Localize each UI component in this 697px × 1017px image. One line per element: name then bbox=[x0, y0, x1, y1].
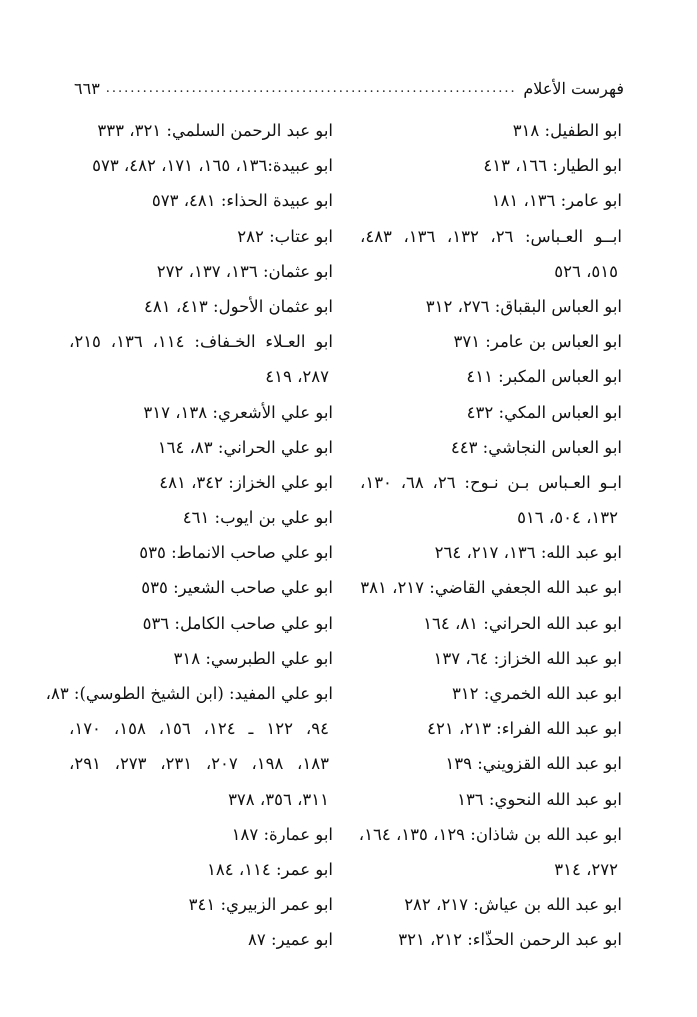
entry-line: ابو العباس المكي: ٤٣٢ bbox=[466, 402, 622, 422]
entry-line: ابو عبد الله بن شاذان: ١٢٩، ١٣٥، ١٦٤، bbox=[358, 824, 622, 844]
entry-continuation-line: ٩٤، ١٢٢ ـ ١٢٤، ١٥٦، ١٥٨، ١٧٠، bbox=[69, 719, 329, 739]
index-entry: ابو العباس النجاشي: ٤٤٣ bbox=[360, 430, 622, 465]
entry-line: ابـو العـباس بـن نـوح: ٢٦، ٦٨، ١٣٠، bbox=[360, 472, 622, 492]
entry-line: ابو عبد الله الحراني: ٨١، ١٦٤ bbox=[423, 613, 622, 633]
index-entry: ابـو العـباس بـن نـوح: ٢٦، ٦٨، ١٣٠، ١٣٢، … bbox=[360, 465, 622, 535]
entry-line: ابو عبد الرحمن السلمي: ٣٢١، ٣٣٣ bbox=[97, 121, 333, 140]
entry-line: ابــو العـباس: ٢٦، ١٣٢، ١٣٦، ٤٨٣، bbox=[360, 226, 622, 246]
entry-line: ابو العباس المكبر: ٤١١ bbox=[466, 367, 622, 387]
entry-line: ابو عبد الله: ١٣٦، ٢١٧، ٢٦٤ bbox=[434, 543, 622, 563]
entry-line: ابو علي الأشعري: ١٣٨، ٣١٧ bbox=[143, 402, 333, 422]
index-entry: ابو العباس المكبر: ٤١١ bbox=[360, 359, 622, 394]
entry-line: ابو علي بن ايوب: ٤٦١ bbox=[182, 508, 333, 528]
entry-line: ابو عبد الله النحوي: ١٣٦ bbox=[457, 789, 622, 809]
entry-line: ابو عثمان الأحول: ٤١٣، ٤٨١ bbox=[144, 296, 333, 316]
index-entry: ابو الطفيل: ٣١٨ bbox=[360, 113, 622, 148]
entry-line: ابو عبد الله الخزاز: ٦٤، ١٣٧ bbox=[433, 648, 622, 668]
entry-line: ابو عبد الله الخمري: ٣١٢ bbox=[451, 684, 622, 703]
index-entry: ابو عثمان: ١٣٦، ١٣٧، ٢٧٢ bbox=[69, 254, 333, 289]
index-entry: ابو عبد الله الفراء: ٢١٣، ٤٢١ bbox=[360, 711, 622, 746]
entry-line: ابو عمر الزبيري: ٣٤١ bbox=[188, 895, 333, 915]
header-title: فهرست الأعلام bbox=[523, 78, 624, 98]
index-entry: ابو العباس بن عامر: ٣٧١ bbox=[360, 324, 622, 359]
entry-line: ابو علي الخزاز: ٣٤٢، ٤٨١ bbox=[159, 472, 333, 492]
entry-line: ابو عبد الله الجعفي القاضي: ٢١٧، ٣٨١ bbox=[360, 578, 622, 598]
index-entry: ابو عبد الله الخزاز: ٦٤، ١٣٧ bbox=[360, 641, 622, 676]
running-header: فهرست الأعلام ٦٦٣ bbox=[74, 74, 624, 102]
index-entry: ابو عبد الرحمن السلمي: ٣٢١، ٣٣٣ bbox=[69, 113, 333, 148]
index-entry: ابو العباس البقباق: ٢٧٦، ٣١٢ bbox=[360, 289, 622, 324]
entry-line: ابو علي الحراني: ٨٣، ١٦٤ bbox=[157, 437, 333, 457]
index-entry: ابو علي صاحب الانماط: ٥٣٥ bbox=[69, 535, 333, 570]
entry-line: ابو علي صاحب الكامل: ٥٣٦ bbox=[142, 613, 333, 633]
index-entry: ابو علي الأشعري: ١٣٨، ٣١٧ bbox=[69, 395, 333, 430]
entry-continuation-line: ٣١١، ٣٥٦، ٣٧٨ bbox=[228, 789, 329, 809]
index-entry: ابو عمر: ١١٤، ١٨٤ bbox=[69, 852, 333, 887]
index-entry: ابو عثمان الأحول: ٤١٣، ٤٨١ bbox=[69, 289, 333, 324]
index-column-left: ابو عبد الرحمن السلمي: ٣٢١، ٣٣٣ ابو عبيدة… bbox=[45, 113, 333, 958]
entry-line: ابو عبد الرحمن الحذّاء: ٢١٢، ٣٢١ bbox=[398, 930, 622, 950]
entry-continuation-line: ٥١٥، ٥٢٦ bbox=[554, 261, 618, 281]
entry-line: ابو العباس النجاشي: ٤٤٣ bbox=[450, 437, 622, 457]
entry-line: ابو العباس البقباق: ٢٧٦، ٣١٢ bbox=[425, 296, 622, 316]
index-entry: ابو علي الحراني: ٨٣، ١٦٤ bbox=[69, 430, 333, 465]
entry-line: ابو الطيار: ١٦٦، ٤١٣ bbox=[483, 156, 622, 176]
entry-line: ابو عمارة: ١٨٧ bbox=[231, 824, 333, 844]
index-entry: ابو عبد الرحمن الحذّاء: ٢١٢، ٣٢١ bbox=[360, 922, 622, 957]
entry-line: ابو عبيدة الحذاء: ٤٨١، ٥٧٣ bbox=[151, 191, 333, 211]
index-entry: ابو علي بن ايوب: ٤٦١ bbox=[69, 500, 333, 535]
index-entry: ابو عبد الله القزويني: ١٣٩ bbox=[360, 746, 622, 781]
index-entry: ابو العـلاء الخـفاف: ١١٤، ١٣٦، ٢١٥، ٢٨٧، … bbox=[69, 324, 333, 394]
index-entry: ابو العباس المكي: ٤٣٢ bbox=[360, 395, 622, 430]
index-entry: ابو علي صاحب الكامل: ٥٣٦ bbox=[69, 606, 333, 641]
index-entry: ابو عبيدة:١٣٦، ١٦٥، ١٧١، ٤٨٢، ٥٧٣ bbox=[69, 148, 333, 183]
index-entry: ابو عمير: ٨٧ bbox=[69, 922, 333, 957]
index-entry: ابو علي الخزاز: ٣٤٢، ٤٨١ bbox=[69, 465, 333, 500]
entry-line: ابو عبد الله بن عياش: ٢١٧، ٢٨٢ bbox=[404, 895, 622, 915]
entry-line: ابو عثمان: ١٣٦، ١٣٧، ٢٧٢ bbox=[156, 261, 333, 281]
index-entry: ابو عبد الله النحوي: ١٣٦ bbox=[360, 782, 622, 817]
index-entry: ابو عبد الله: ١٣٦، ٢١٧، ٢٦٤ bbox=[360, 535, 622, 570]
index-entry: ابو عبد الله الحراني: ٨١، ١٦٤ bbox=[360, 606, 622, 641]
index-entry: ابو عبد الله بن شاذان: ١٢٩، ١٣٥، ١٦٤، ٢٧٢… bbox=[358, 817, 622, 887]
index-entry: ابو علي الطبرسي: ٣١٨ bbox=[69, 641, 333, 676]
entry-line: ابو علي الطبرسي: ٣١٨ bbox=[173, 648, 333, 668]
entry-line: ابو عبد الله الفراء: ٢١٣، ٤٢١ bbox=[427, 719, 622, 739]
entry-line: ابو علي صاحب الشعير: ٥٣٥ bbox=[141, 578, 333, 598]
entry-line: ابو علي المفيد: (ابن الشيخ الطوسي): ٨٣، bbox=[45, 684, 333, 703]
entry-line: ابو الطفيل: ٣١٨ bbox=[512, 121, 622, 140]
index-entry: ابو الطيار: ١٦٦، ٤١٣ bbox=[360, 148, 622, 183]
index-entry: ابو عمارة: ١٨٧ bbox=[69, 817, 333, 852]
page-number: ٦٦٣ bbox=[74, 78, 100, 98]
entry-continuation-line: ٢٧٢، ٣١٤ bbox=[554, 859, 618, 879]
entry-line: ابو عامر: ١٣٦، ١٨١ bbox=[491, 191, 622, 211]
index-entry: ابو عبد الله الجعفي القاضي: ٢١٧، ٣٨١ bbox=[360, 570, 622, 605]
entry-line: ابو عبد الله القزويني: ١٣٩ bbox=[445, 754, 622, 774]
dot-leader bbox=[106, 81, 518, 96]
index-entry: ابو عبيدة الحذاء: ٤٨١، ٥٧٣ bbox=[69, 183, 333, 218]
index-entry: ابو عتاب: ٢٨٢ bbox=[69, 219, 333, 254]
entry-continuation-line: ٢٨٧، ٤١٩ bbox=[265, 367, 329, 387]
index-entry: ابو عبد الله بن عياش: ٢١٧، ٢٨٢ bbox=[360, 887, 622, 922]
entry-line: ابو عمير: ٨٧ bbox=[248, 930, 333, 950]
entry-line: ابو عبيدة:١٣٦، ١٦٥، ١٧١، ٤٨٢، ٥٧٣ bbox=[92, 156, 333, 176]
index-entry: ابو عمر الزبيري: ٣٤١ bbox=[69, 887, 333, 922]
entry-line: ابو العـلاء الخـفاف: ١١٤، ١٣٦، ٢١٥، bbox=[69, 332, 333, 352]
entry-line: ابو عتاب: ٢٨٢ bbox=[237, 226, 333, 246]
index-entry: ابو عامر: ١٣٦، ١٨١ bbox=[360, 183, 622, 218]
index-entry: ابو علي المفيد: (ابن الشيخ الطوسي): ٨٣، ٩… bbox=[45, 676, 333, 817]
index-entry: ابو عبد الله الخمري: ٣١٢ bbox=[360, 676, 622, 711]
entry-line: ابو علي صاحب الانماط: ٥٣٥ bbox=[139, 543, 333, 563]
index-entry: ابــو العـباس: ٢٦، ١٣٢، ١٣٦، ٤٨٣، ٥١٥، ٥٢… bbox=[360, 219, 622, 289]
entry-line: ابو العباس بن عامر: ٣٧١ bbox=[453, 332, 622, 352]
entry-continuation-line: ١٣٢، ٥٠٤، ٥١٦ bbox=[517, 508, 618, 528]
entry-line: ابو عمر: ١١٤، ١٨٤ bbox=[206, 859, 333, 879]
entry-continuation-line: ١٨٣، ١٩٨، ٢٠٧، ٢٣١، ٢٧٣، ٢٩١، bbox=[69, 754, 329, 774]
index-column-right: ابو الطفيل: ٣١٨ ابو الطيار: ١٦٦، ٤١٣ ابو ع… bbox=[358, 113, 622, 958]
index-entry: ابو علي صاحب الشعير: ٥٣٥ bbox=[69, 570, 333, 605]
